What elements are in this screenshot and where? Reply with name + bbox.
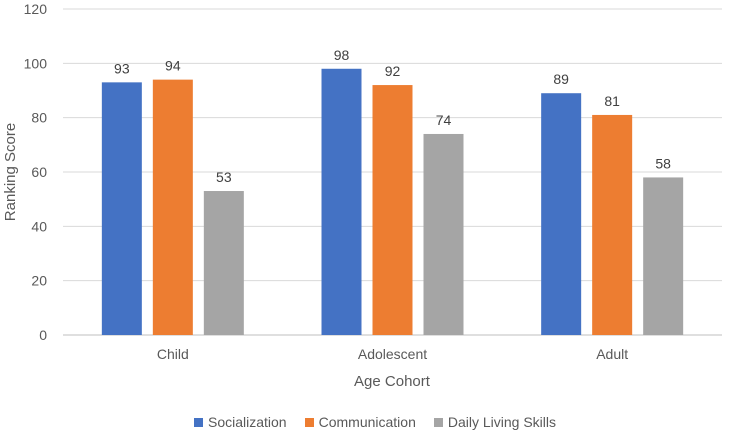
- y-tick-label: 100: [24, 55, 48, 71]
- legend-swatch: [304, 417, 314, 427]
- x-category-label: Adolescent: [358, 346, 427, 362]
- y-tick-label: 20: [31, 273, 47, 289]
- data-label: 98: [334, 47, 350, 63]
- y-tick-label: 0: [39, 327, 47, 343]
- x-category-label: Child: [157, 346, 189, 362]
- y-tick-label: 120: [24, 1, 48, 17]
- bar-socialization-adult: [541, 93, 582, 335]
- legend-swatch: [433, 417, 443, 427]
- bar-socialization-adolescent: [321, 68, 362, 336]
- y-tick-label: 60: [31, 164, 47, 180]
- y-tick-label: 40: [31, 218, 47, 234]
- y-axis-ticks: 0 20 40 60 80 100 120: [24, 1, 48, 343]
- legend-item: Communication: [304, 414, 416, 430]
- y-axis-title: Ranking Score: [2, 123, 19, 221]
- legend-label: Communication: [318, 414, 416, 430]
- y-tick-label: 80: [31, 110, 47, 126]
- data-label: 81: [604, 93, 620, 109]
- bar-daily-living-skills-adult: [643, 177, 684, 335]
- bar-daily-living-skills-child: [203, 191, 244, 335]
- bar-chart: 0 20 40 60 80 100 120 93 94 53 98 92 74 89 81 58 Child…: [2, 1, 722, 390]
- bars: [101, 68, 684, 336]
- data-label: 74: [436, 112, 452, 128]
- legend-item: Daily Living Skills: [433, 414, 557, 430]
- legend-item: Socialization: [193, 414, 287, 430]
- bar-daily-living-skills-adolescent: [423, 133, 464, 335]
- legend: Socialization Communication Daily Living S…: [0, 414, 750, 430]
- bar-socialization-child: [101, 82, 142, 335]
- data-label: 94: [165, 58, 181, 74]
- x-category-label: Adult: [596, 346, 628, 362]
- x-axis-title: Age Cohort: [354, 373, 431, 390]
- data-label: 58: [655, 155, 671, 171]
- data-label: 53: [216, 169, 232, 185]
- x-axis-categories: Child Adolescent Adult: [157, 346, 628, 362]
- legend-label: Daily Living Skills: [447, 414, 557, 430]
- bar-communication-child: [152, 79, 193, 335]
- data-label: 89: [553, 71, 569, 87]
- data-label: 93: [114, 60, 130, 76]
- legend-swatch: [193, 417, 203, 427]
- data-labels: 93 94 53 98 92 74 89 81 58: [114, 47, 671, 185]
- data-label: 92: [385, 63, 401, 79]
- bar-communication-adolescent: [372, 85, 413, 335]
- bar-communication-adult: [592, 114, 633, 335]
- legend-label: Socialization: [207, 414, 287, 430]
